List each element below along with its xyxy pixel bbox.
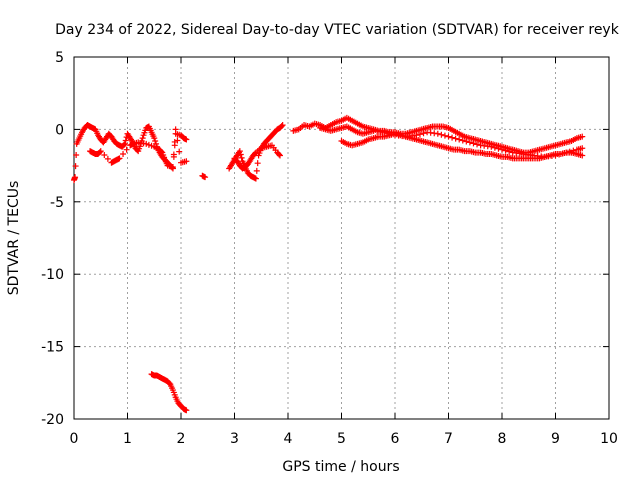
data-point [236, 148, 243, 155]
data-point [148, 142, 155, 149]
data-point [463, 138, 470, 145]
data-point [449, 134, 456, 141]
data-point [237, 151, 244, 158]
x-tick-label: 8 [498, 431, 507, 447]
data-point [491, 144, 498, 151]
data-point [556, 151, 563, 158]
data-point [176, 148, 183, 155]
data-point [381, 129, 388, 136]
data-point [172, 126, 179, 133]
grid [74, 57, 609, 419]
y-axis-label: SDTVAR / TECUs [6, 181, 22, 296]
data-point [145, 141, 152, 148]
y-tick-label: -20 [41, 412, 64, 428]
data-point [253, 167, 260, 174]
data-point [459, 137, 466, 144]
y-tick-label: 0 [55, 122, 64, 138]
data-point [579, 133, 586, 140]
data-point [420, 130, 427, 137]
data-point [254, 160, 261, 167]
data-point [438, 131, 445, 138]
data-point [474, 141, 481, 148]
data-point [96, 149, 103, 156]
data-point [279, 122, 286, 129]
data-point [452, 135, 459, 142]
data-point [143, 140, 150, 147]
data-point [456, 136, 463, 143]
data-point [151, 135, 158, 142]
data-point [434, 130, 441, 137]
data-point [278, 123, 285, 130]
data-point [183, 136, 190, 143]
data-point [388, 131, 395, 138]
data-point [416, 131, 423, 138]
data-point [73, 151, 80, 158]
data-point [123, 146, 130, 153]
data-point [122, 137, 129, 144]
data-point [502, 147, 509, 154]
data-point [120, 141, 127, 148]
y-tick-label: -10 [41, 267, 64, 283]
data-points [71, 114, 586, 414]
data-point [121, 140, 128, 147]
data-point [552, 152, 559, 159]
x-tick-label: 1 [123, 431, 132, 447]
axis-ticks: 0 1 2 3 4 5 6 7 8 9 10 5 0 -5 -10 -15 -20 [41, 50, 618, 447]
data-point [139, 135, 146, 142]
data-point [183, 158, 190, 165]
data-point [101, 151, 108, 158]
data-point [169, 164, 176, 171]
data-point [252, 175, 259, 182]
data-point [120, 151, 127, 158]
data-point [384, 130, 391, 137]
data-point [97, 148, 104, 155]
data-point [158, 148, 165, 155]
data-point [466, 139, 473, 146]
data-point [72, 174, 79, 181]
data-point [174, 137, 181, 144]
data-point [202, 174, 209, 181]
data-point [488, 143, 495, 150]
data-point [413, 132, 420, 139]
x-tick-label: 5 [337, 431, 346, 447]
y-tick-label: 5 [55, 50, 64, 66]
data-point [559, 150, 566, 157]
x-tick-label: 9 [551, 431, 560, 447]
data-point [276, 151, 283, 158]
data-point [183, 407, 190, 414]
data-point [441, 132, 448, 139]
data-point [579, 152, 586, 159]
data-point [276, 152, 283, 159]
data-point [495, 145, 502, 152]
data-point [566, 148, 573, 155]
data-point [72, 163, 79, 170]
x-tick-label: 10 [600, 431, 618, 447]
x-tick-label: 7 [444, 431, 453, 447]
data-point [152, 137, 159, 144]
data-point [116, 155, 123, 162]
data-point [499, 146, 505, 153]
data-point [570, 147, 577, 154]
y-tick-label: -5 [50, 195, 64, 211]
chart-title: Day 234 of 2022, Sidereal Day-to-day VTE… [55, 22, 620, 38]
x-tick-label: 4 [284, 431, 293, 447]
data-point [563, 149, 570, 156]
data-point [506, 148, 513, 155]
x-tick-label: 3 [230, 431, 239, 447]
x-tick-label: 2 [177, 431, 186, 447]
data-point [238, 154, 245, 161]
data-point [470, 140, 477, 147]
y-tick-label: -15 [41, 340, 64, 356]
data-point [445, 133, 452, 140]
x-tick-label: 6 [391, 431, 400, 447]
x-tick-label: 0 [70, 431, 79, 447]
data-point [579, 145, 586, 152]
data-point [170, 151, 177, 158]
x-axis-label: GPS time / hours [282, 459, 399, 475]
data-point [104, 155, 111, 162]
